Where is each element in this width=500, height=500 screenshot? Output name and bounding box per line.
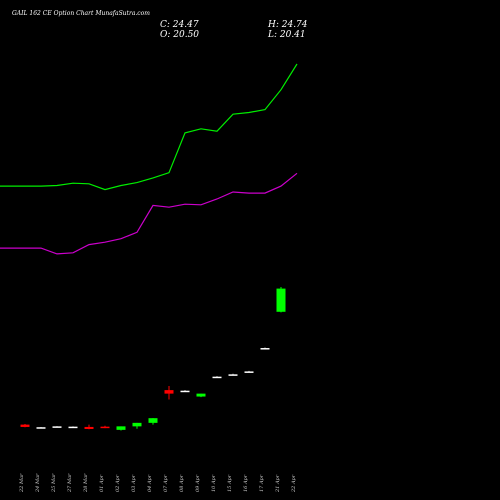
candle-body (212, 376, 222, 379)
candle-body (180, 390, 190, 393)
x-tick-label: 15 Apr (227, 474, 233, 492)
candle-body (260, 348, 270, 350)
candle-body (100, 426, 110, 429)
close-readout: C: 24.47 (160, 20, 199, 30)
candle-body (244, 371, 254, 373)
candle-body (68, 426, 78, 429)
x-tick-label: 17 Apr (259, 474, 265, 492)
x-tick-label: 02 Apr (115, 474, 121, 492)
x-tick-label: 21 Apr (275, 474, 281, 493)
candle-body (36, 427, 46, 429)
x-tick-label: 22 Apr (291, 474, 297, 493)
candle-body (276, 288, 286, 312)
x-tick-label: 27 Mar (67, 473, 73, 493)
candle-body (196, 393, 206, 397)
chart-title: GAIL 162 CE Option Chart MunafaSutra.com (12, 10, 150, 17)
low-readout: L: 20.41 (268, 30, 306, 40)
high-readout: H: 24.74 (268, 20, 308, 30)
candle-body (164, 390, 174, 394)
x-tick-label: 25 Mar (51, 473, 57, 493)
candle-body (116, 426, 126, 430)
candle-body (52, 426, 62, 428)
x-tick-label: 07 Apr (163, 474, 169, 492)
x-tick-label: 16 Apr (243, 474, 249, 492)
x-tick-label: 09 Apr (195, 474, 201, 492)
candle-body (132, 422, 142, 427)
x-tick-label: 01 Apr (99, 474, 105, 492)
candle-body (84, 426, 94, 429)
x-tick-label: 22 Mar (19, 473, 25, 493)
x-tick-label: 03 Apr (131, 474, 137, 492)
x-tick-label: 24 Mar (35, 473, 41, 493)
open-readout: O: 20.50 (160, 30, 200, 40)
x-tick-label: 08 Apr (179, 474, 185, 492)
x-tick-label: 04 Apr (147, 474, 153, 492)
x-tick-label: 28 Mar (83, 473, 89, 493)
candle-body (228, 374, 238, 376)
upper-band-line (0, 63, 298, 191)
x-tick-label: 10 Apr (211, 474, 217, 492)
candle-body (148, 418, 158, 423)
candle-body (20, 424, 30, 427)
lower-band-line (0, 172, 298, 255)
